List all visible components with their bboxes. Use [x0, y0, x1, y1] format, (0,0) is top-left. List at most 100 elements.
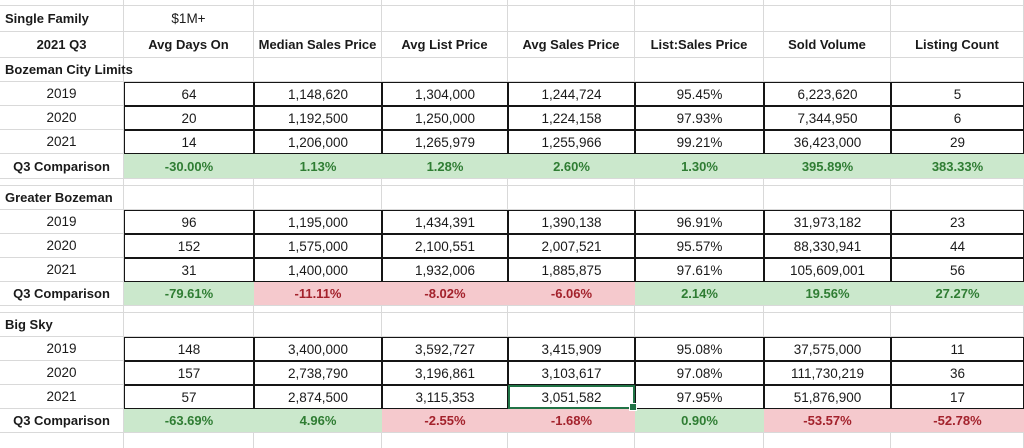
data-cell[interactable]: 96.91%: [635, 210, 764, 234]
data-cell[interactable]: 3,196,861: [382, 361, 508, 385]
row-label-year[interactable]: 2021: [0, 258, 124, 282]
comparison-label[interactable]: Q3 Comparison: [0, 409, 124, 433]
comparison-label[interactable]: Q3 Comparison: [0, 154, 124, 179]
grid-cell-empty[interactable]: [382, 58, 508, 82]
data-cell[interactable]: 1,304,000: [382, 82, 508, 106]
comparison-cell[interactable]: -63.69%: [124, 409, 254, 433]
grid-cell-empty[interactable]: [508, 186, 635, 210]
fill-handle[interactable]: [629, 403, 637, 411]
data-cell[interactable]: 1,250,000: [382, 106, 508, 130]
data-cell[interactable]: 99.21%: [635, 130, 764, 154]
comparison-label[interactable]: Q3 Comparison: [0, 282, 124, 306]
data-cell[interactable]: 64: [124, 82, 254, 106]
comparison-cell[interactable]: 2.14%: [635, 282, 764, 306]
data-cell[interactable]: 1,206,000: [254, 130, 382, 154]
grid-cell-empty[interactable]: [124, 313, 254, 337]
grid-cell-empty[interactable]: [124, 186, 254, 210]
row-label-year[interactable]: 2019: [0, 337, 124, 361]
grid-cell-empty[interactable]: [254, 313, 382, 337]
data-cell[interactable]: 1,265,979: [382, 130, 508, 154]
grid-cell-empty[interactable]: [382, 186, 508, 210]
data-cell[interactable]: 57: [124, 385, 254, 409]
data-cell[interactable]: 37,575,000: [764, 337, 891, 361]
grid-cell-empty[interactable]: [254, 6, 382, 32]
data-cell[interactable]: 3,103,617: [508, 361, 635, 385]
row-label-year[interactable]: 2020: [0, 361, 124, 385]
grid-cell-empty[interactable]: [254, 58, 382, 82]
column-header[interactable]: Avg Sales Price: [508, 32, 635, 58]
row-label-year[interactable]: 2020: [0, 106, 124, 130]
data-cell[interactable]: 17: [891, 385, 1024, 409]
report-period-cell[interactable]: 2021 Q3: [0, 32, 124, 58]
data-cell[interactable]: 1,400,000: [254, 258, 382, 282]
data-cell[interactable]: 1,390,138: [508, 210, 635, 234]
data-cell[interactable]: 36: [891, 361, 1024, 385]
comparison-cell[interactable]: -6.06%: [508, 282, 635, 306]
data-cell[interactable]: 1,224,158: [508, 106, 635, 130]
section-header[interactable]: Big Sky: [0, 313, 124, 337]
column-header[interactable]: Median Sales Price: [254, 32, 382, 58]
data-cell[interactable]: 6: [891, 106, 1024, 130]
grid-cell-empty[interactable]: [124, 58, 254, 82]
data-cell[interactable]: 31,973,182: [764, 210, 891, 234]
grid-cell-empty[interactable]: [891, 6, 1024, 32]
grid-cell-empty[interactable]: [635, 313, 764, 337]
data-cell[interactable]: 3,400,000: [254, 337, 382, 361]
data-cell[interactable]: 1,148,620: [254, 82, 382, 106]
data-cell[interactable]: 96: [124, 210, 254, 234]
data-cell[interactable]: 1,932,006: [382, 258, 508, 282]
data-cell[interactable]: 31: [124, 258, 254, 282]
grid-cell-empty[interactable]: [635, 186, 764, 210]
data-cell[interactable]: 6,223,620: [764, 82, 891, 106]
price-filter-cell[interactable]: $1M+: [124, 6, 254, 32]
column-header[interactable]: Sold Volume: [764, 32, 891, 58]
comparison-cell[interactable]: -1.68%: [508, 409, 635, 433]
data-cell[interactable]: 14: [124, 130, 254, 154]
comparison-cell[interactable]: 1.13%: [254, 154, 382, 179]
data-cell[interactable]: 1,434,391: [382, 210, 508, 234]
sheet-title[interactable]: Single Family: [0, 6, 124, 32]
data-cell[interactable]: 1,195,000: [254, 210, 382, 234]
data-cell[interactable]: 88,330,941: [764, 234, 891, 258]
row-label-year[interactable]: 2021: [0, 385, 124, 409]
data-cell[interactable]: 29: [891, 130, 1024, 154]
comparison-cell[interactable]: 4.96%: [254, 409, 382, 433]
grid-cell-empty[interactable]: [254, 186, 382, 210]
comparison-cell[interactable]: -52.78%: [891, 409, 1024, 433]
grid-cell-empty[interactable]: [635, 58, 764, 82]
row-label-year[interactable]: 2020: [0, 234, 124, 258]
data-cell[interactable]: 97.08%: [635, 361, 764, 385]
section-header[interactable]: Greater Bozeman: [0, 186, 124, 210]
comparison-cell[interactable]: -11.11%: [254, 282, 382, 306]
data-cell[interactable]: 20: [124, 106, 254, 130]
section-header[interactable]: Bozeman City Limits: [0, 58, 133, 82]
data-cell[interactable]: 95.08%: [635, 337, 764, 361]
data-cell[interactable]: 11: [891, 337, 1024, 361]
comparison-cell[interactable]: -8.02%: [382, 282, 508, 306]
data-cell[interactable]: 3,415,909: [508, 337, 635, 361]
selected-cell[interactable]: 3,051,582: [508, 385, 637, 411]
comparison-cell[interactable]: 0.90%: [635, 409, 764, 433]
data-cell[interactable]: 97.61%: [635, 258, 764, 282]
data-cell[interactable]: 2,738,790: [254, 361, 382, 385]
comparison-cell[interactable]: 1.28%: [382, 154, 508, 179]
data-cell[interactable]: 148: [124, 337, 254, 361]
comparison-cell[interactable]: -79.61%: [124, 282, 254, 306]
comparison-cell[interactable]: 19.56%: [764, 282, 891, 306]
data-cell[interactable]: 3,115,353: [382, 385, 508, 409]
column-header[interactable]: List:Sales Price: [635, 32, 764, 58]
data-cell[interactable]: 1,244,724: [508, 82, 635, 106]
comparison-cell[interactable]: 27.27%: [891, 282, 1024, 306]
data-cell[interactable]: 23: [891, 210, 1024, 234]
comparison-cell[interactable]: 2.60%: [508, 154, 635, 179]
data-cell[interactable]: 1,255,966: [508, 130, 635, 154]
grid-cell-empty[interactable]: [891, 58, 1024, 82]
grid-cell-empty[interactable]: [764, 313, 891, 337]
grid-cell-empty[interactable]: [764, 58, 891, 82]
data-cell[interactable]: 97.95%: [635, 385, 764, 409]
grid-cell-empty[interactable]: [891, 313, 1024, 337]
data-cell[interactable]: 111,730,219: [764, 361, 891, 385]
grid-cell-empty[interactable]: [382, 313, 508, 337]
comparison-cell[interactable]: -30.00%: [124, 154, 254, 179]
data-cell[interactable]: 1,885,875: [508, 258, 635, 282]
